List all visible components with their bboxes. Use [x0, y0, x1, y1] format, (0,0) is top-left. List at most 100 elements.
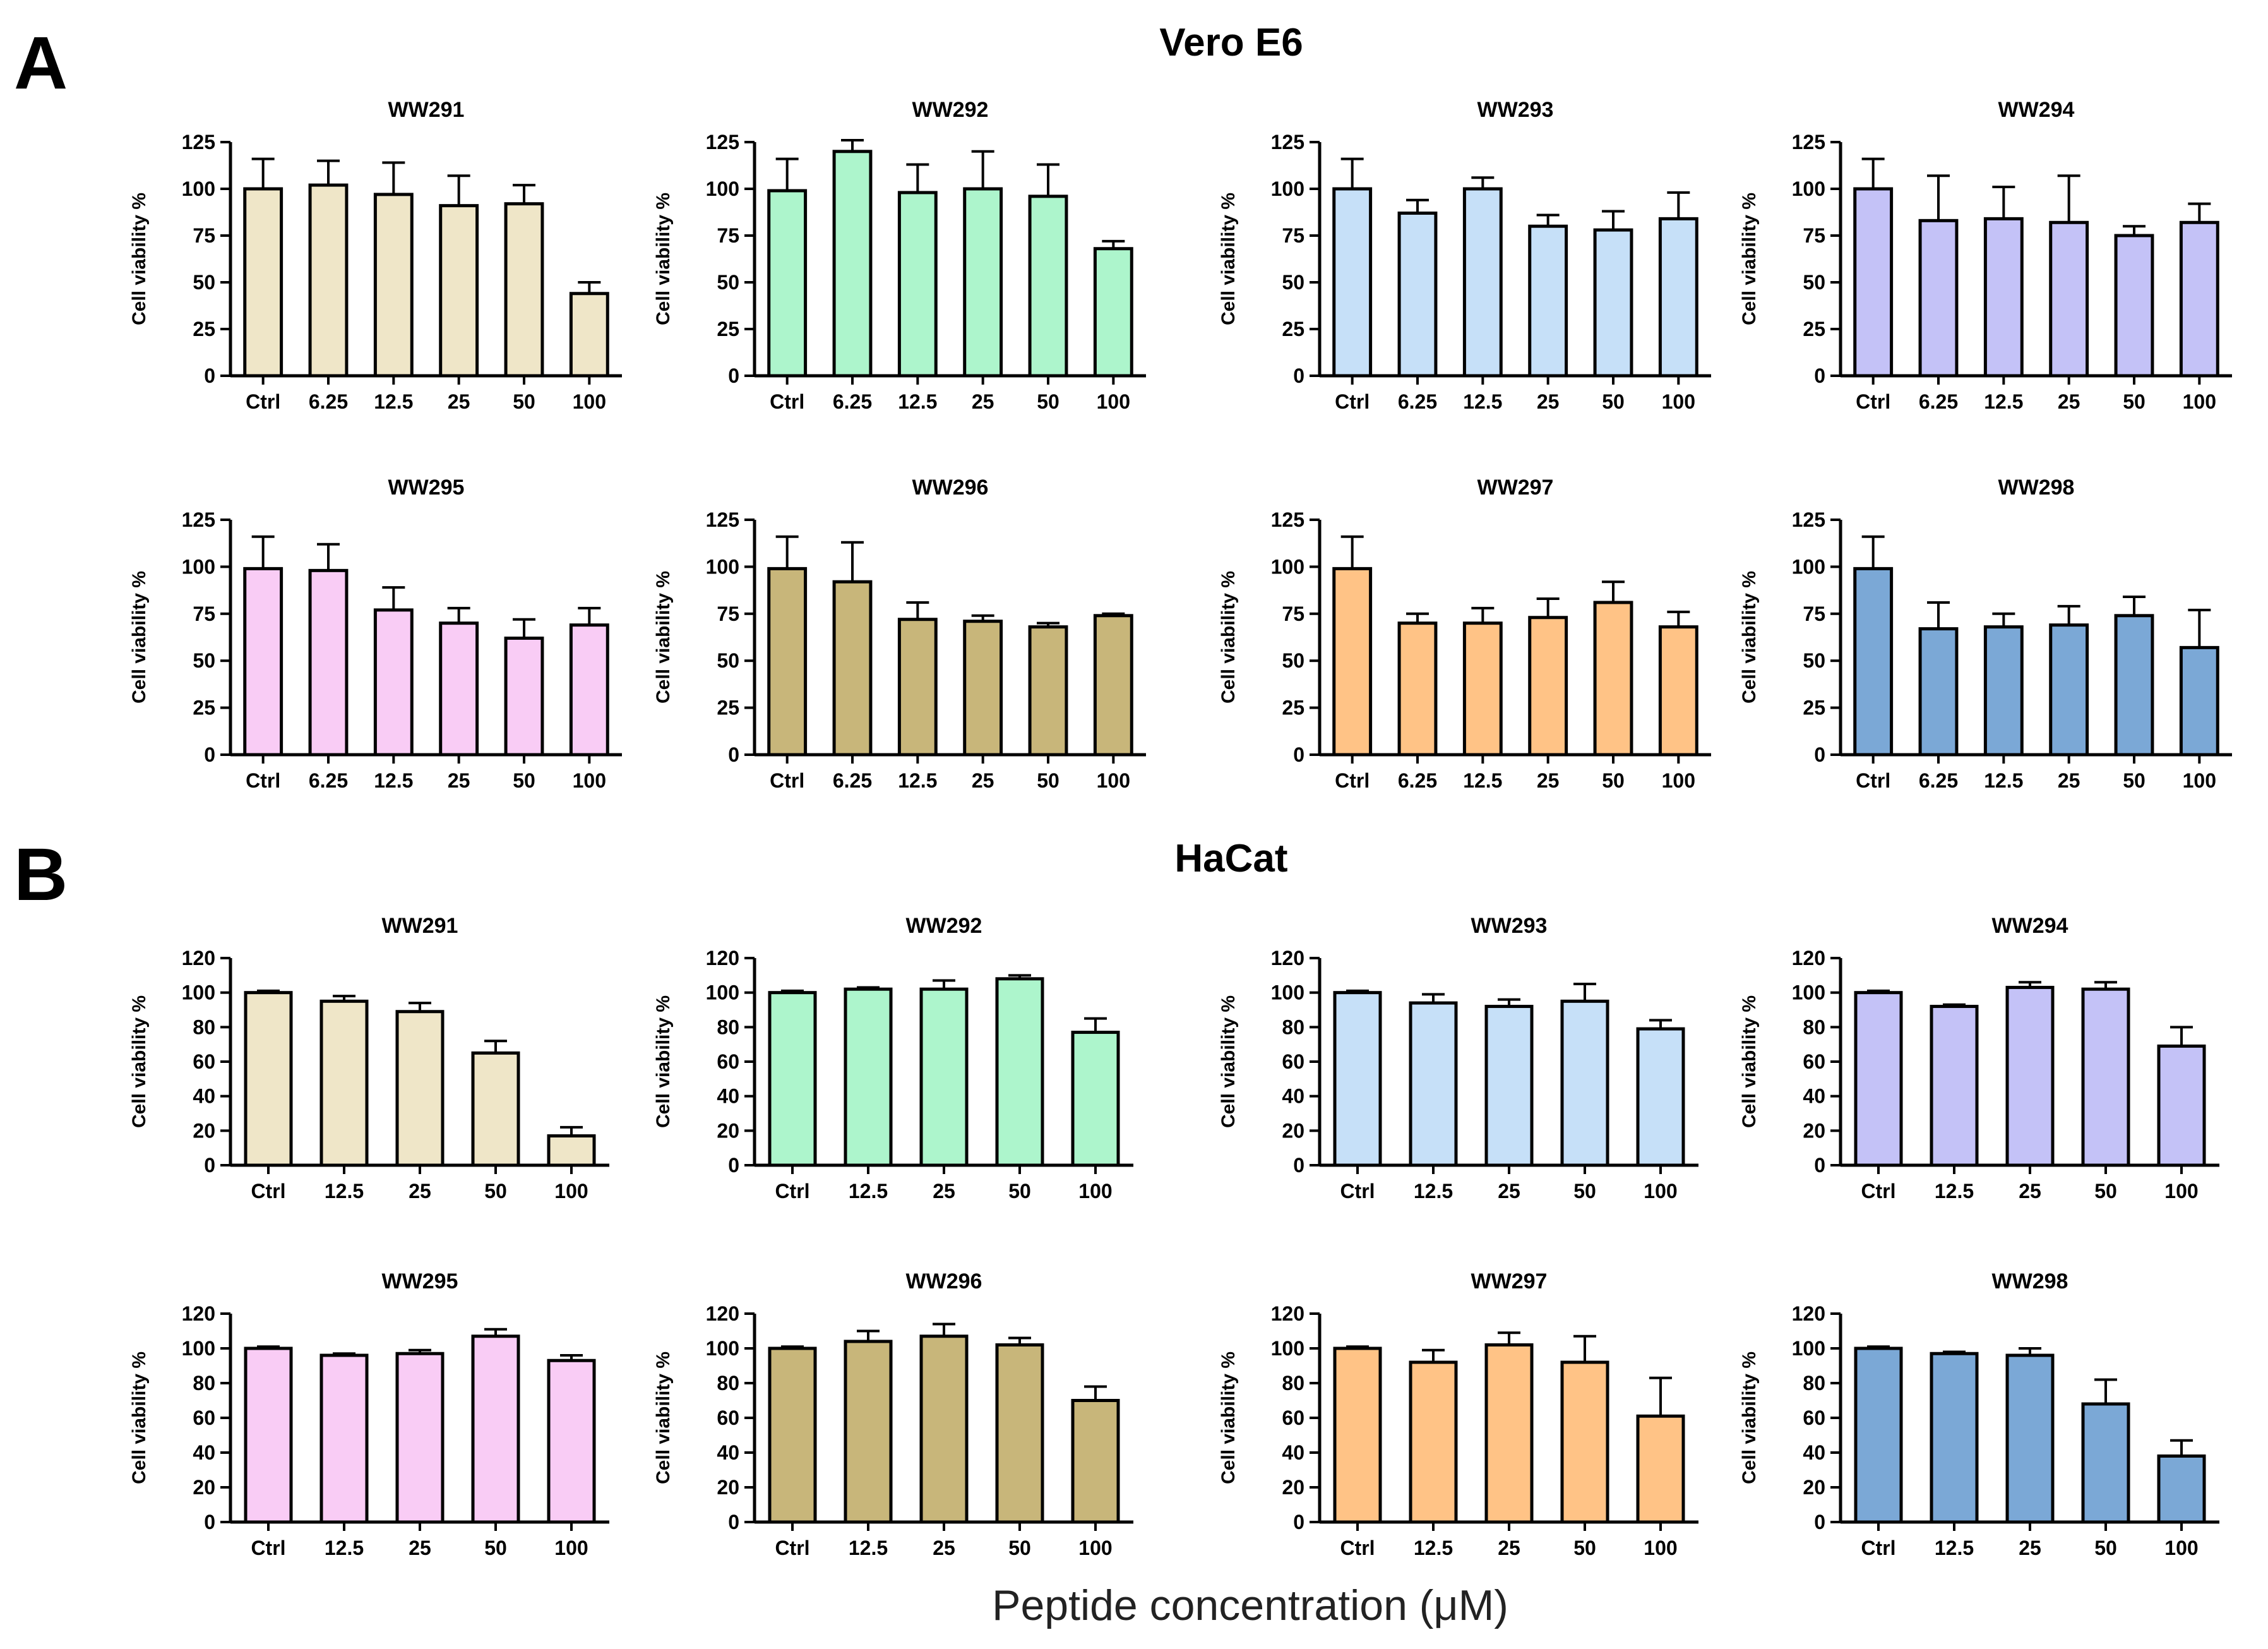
y-tick-label: 40	[193, 1085, 215, 1108]
y-axis-label: Cell viability %	[1218, 995, 1239, 1128]
y-tick-label: 25	[717, 318, 739, 340]
y-tick-label: 40	[1803, 1085, 1825, 1108]
y-tick-label: 100	[1792, 981, 1825, 1004]
y-tick-label: 25	[193, 697, 215, 719]
chart-title: WW298	[1998, 476, 2075, 500]
y-tick-label: 0	[204, 743, 215, 766]
y-tick-label: 50	[717, 649, 739, 672]
bar	[1930, 1352, 1979, 1524]
x-tick-label: 12.5	[325, 1180, 364, 1202]
y-tick-label: 80	[1803, 1016, 1825, 1038]
y-tick-label: 100	[1271, 981, 1304, 1004]
y-tick-label: 60	[1282, 1406, 1304, 1429]
y-tick-label: 20	[1803, 1119, 1825, 1142]
bar	[1333, 1346, 1382, 1524]
x-tick-label: 50	[2094, 1180, 2117, 1202]
y-axis-label: Cell viability %	[653, 1352, 674, 1484]
x-tick-label: 50	[1573, 1537, 1596, 1559]
bar	[1484, 1005, 1534, 1167]
x-tick-label: Ctrl	[1340, 1537, 1375, 1559]
x-tick-label: 50	[513, 390, 535, 413]
panel-a-letter: A	[14, 21, 68, 105]
y-tick-label: 60	[193, 1406, 215, 1429]
y-tick-label: 40	[717, 1441, 739, 1464]
bar	[471, 1334, 520, 1524]
y-tick-label: 100	[182, 1337, 215, 1360]
x-tick-label: 50	[1037, 390, 1059, 413]
x-tick-label: 50	[1008, 1537, 1031, 1559]
x-tick-label: 100	[2164, 1537, 2198, 1559]
y-axis-label: Cell viability %	[129, 571, 150, 704]
shared-x-axis-label: Peptide concentration (μM)	[992, 1581, 1508, 1629]
bar	[1983, 217, 2024, 378]
x-tick-label: 12.5	[1463, 390, 1502, 413]
x-tick-label: 100	[1644, 1180, 1677, 1202]
chart-title: WW297	[1471, 1269, 1548, 1293]
chart-title: WW291	[388, 98, 465, 122]
chart-b-ww291: WW291 Cell viability % 0 20 40 60 80 100 120 Ctrl…	[129, 914, 609, 1202]
bar	[1853, 187, 1894, 378]
y-tick-label: 0	[1814, 743, 1825, 766]
y-tick-label: 20	[1282, 1119, 1304, 1142]
y-tick-label: 40	[1803, 1441, 1825, 1464]
x-tick-label: 12.5	[1935, 1180, 1974, 1202]
x-tick-label: 100	[1097, 390, 1130, 413]
y-tick-label: 120	[1271, 1302, 1304, 1325]
x-tick-label: 12.5	[1414, 1537, 1453, 1559]
chart-title: WW294	[1998, 98, 2075, 122]
y-tick-label: 80	[193, 1372, 215, 1394]
y-tick-label: 100	[706, 177, 739, 200]
x-tick-label: 25	[2058, 390, 2080, 413]
y-tick-label: 40	[1282, 1441, 1304, 1464]
x-tick-label: 12.5	[1414, 1180, 1453, 1202]
bar	[897, 191, 938, 378]
bar	[395, 1010, 445, 1167]
bar	[1093, 614, 1133, 757]
chart-title: WW297	[1477, 476, 1554, 500]
y-tick-label: 50	[1803, 649, 1825, 672]
bar	[1462, 621, 1503, 757]
bar	[1397, 621, 1438, 757]
y-tick-label: 75	[1803, 224, 1825, 247]
bar	[1333, 991, 1382, 1167]
y-tick-label: 0	[1293, 1511, 1304, 1533]
x-tick-label: 50	[484, 1180, 507, 1202]
y-tick-label: 60	[1803, 1050, 1825, 1073]
x-tick-label: 25	[1537, 769, 1560, 792]
x-tick-label: 100	[2183, 390, 2216, 413]
x-tick-label: Ctrl	[1335, 390, 1370, 413]
y-tick-label: 100	[1792, 1337, 1825, 1360]
x-tick-label: 25	[972, 769, 994, 792]
panel-b-letter: B	[14, 833, 68, 916]
bar	[844, 1340, 893, 1524]
y-tick-label: 20	[1803, 1476, 1825, 1499]
x-tick-label: 50	[2123, 769, 2146, 792]
x-tick-label: 6.25	[1919, 390, 1958, 413]
bar	[1028, 195, 1068, 378]
y-tick-label: 0	[728, 743, 739, 766]
bar	[1560, 999, 1609, 1167]
y-tick-label: 0	[728, 364, 739, 387]
x-tick-label: 100	[573, 769, 606, 792]
y-tick-label: 60	[1803, 1406, 1825, 1429]
y-tick-label: 20	[717, 1119, 739, 1142]
bar	[1853, 567, 1894, 757]
bar	[373, 608, 414, 757]
chart-a-ww291: WW291 Cell viability % 0 25 50 75 100 125 Ctrl 6.…	[129, 98, 622, 413]
bar	[2081, 987, 2130, 1167]
y-tick-label: 80	[717, 1016, 739, 1038]
chart-a-ww295: WW295 Cell viability % 0 25 50 75 100 125 Ctrl 6.…	[129, 476, 622, 792]
x-tick-label: Ctrl	[1340, 1180, 1375, 1202]
x-tick-label: 100	[1078, 1537, 1112, 1559]
bar	[1918, 219, 1959, 378]
bar	[2157, 1044, 2206, 1167]
x-tick-label: 25	[2058, 769, 2080, 792]
x-tick-label: 6.25	[1398, 769, 1437, 792]
bar	[1093, 247, 1133, 378]
x-tick-label: 100	[1662, 390, 1695, 413]
bar	[1528, 224, 1568, 378]
x-tick-label: Ctrl	[251, 1537, 285, 1559]
x-tick-label: 50	[1037, 769, 1059, 792]
chart-title: WW291	[382, 914, 458, 938]
